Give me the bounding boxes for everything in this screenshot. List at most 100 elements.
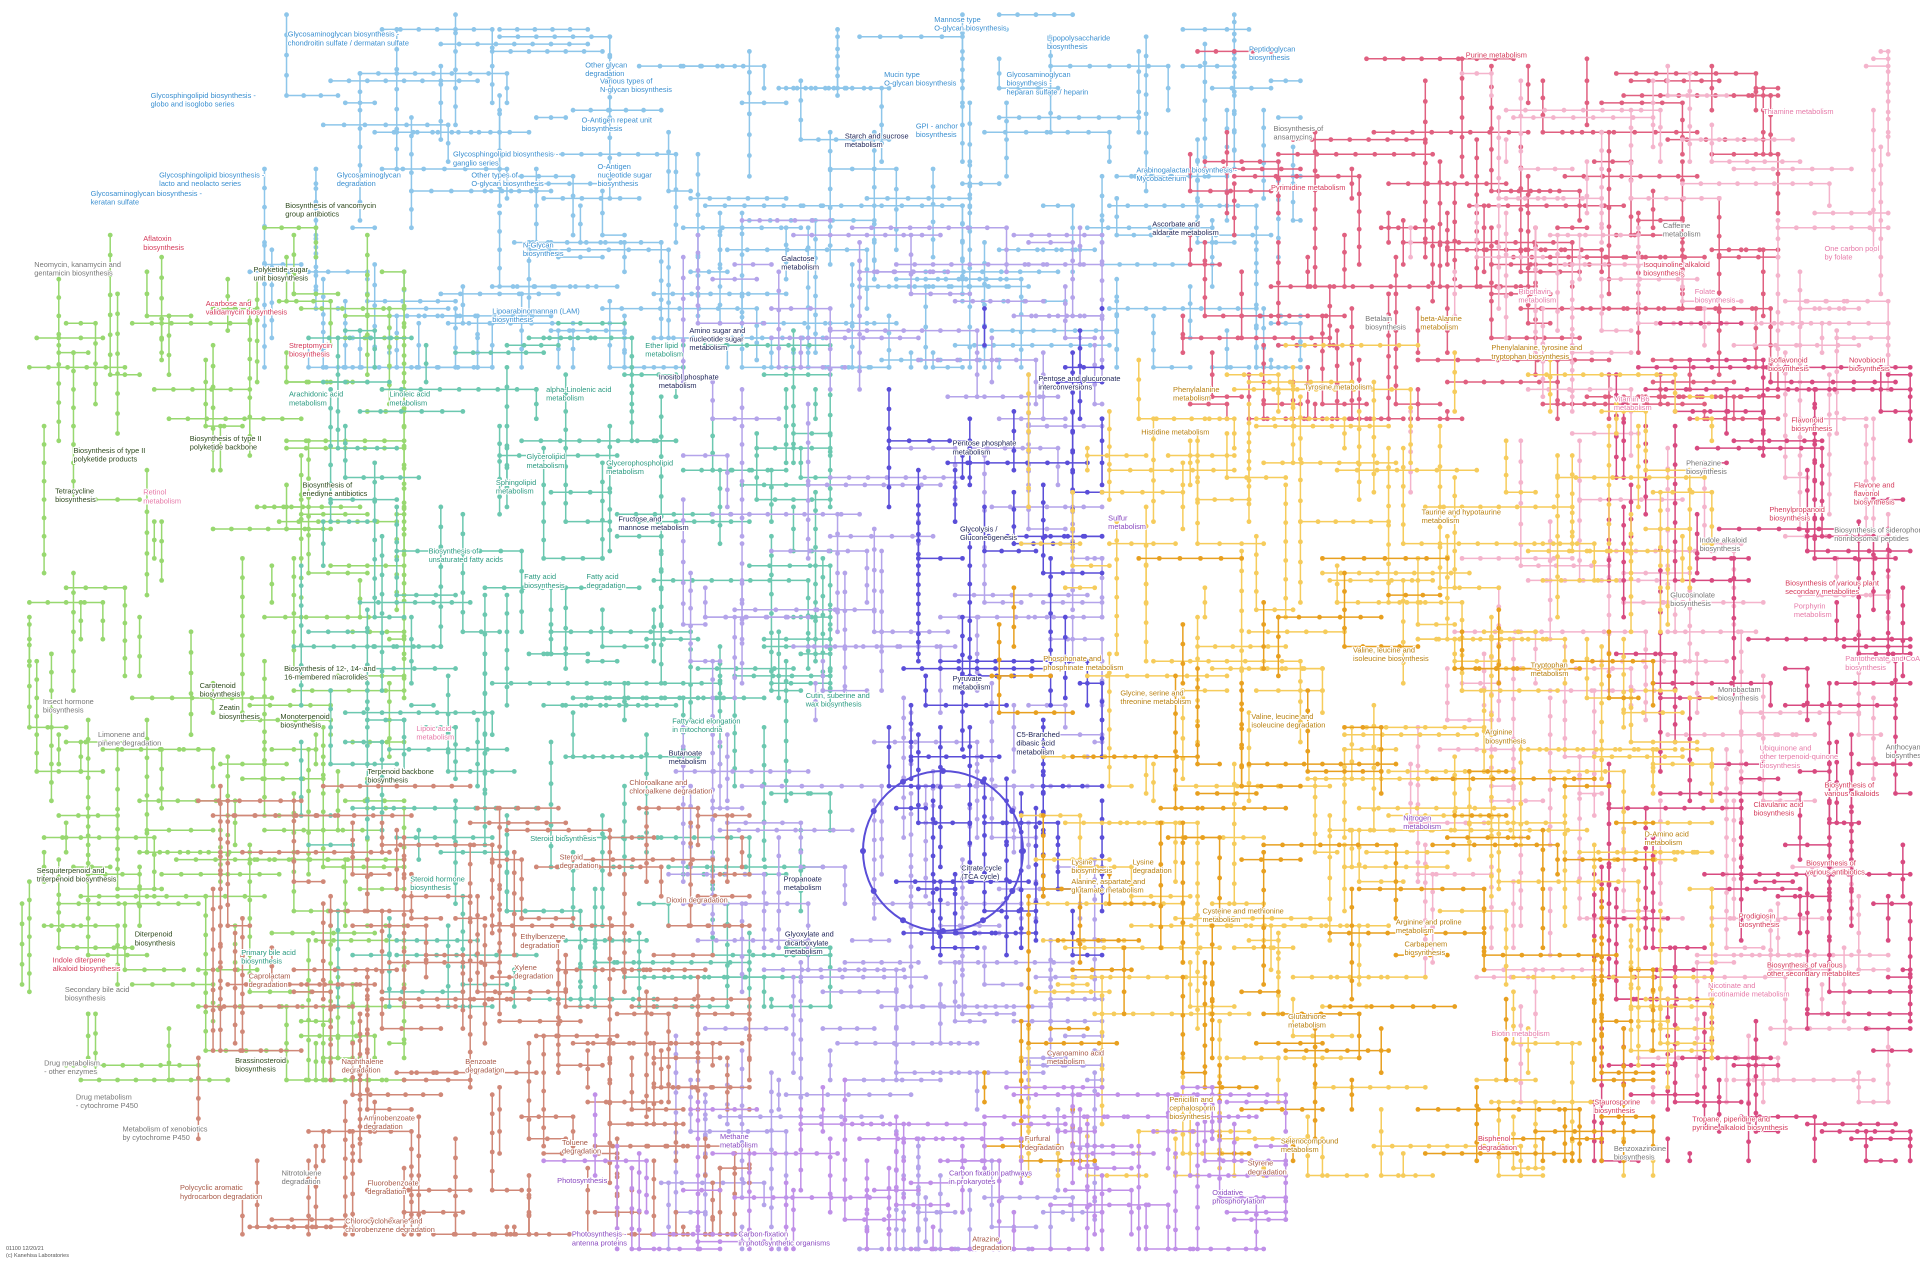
compound-node xyxy=(1856,930,1862,936)
compound-node xyxy=(1408,225,1414,231)
compound-node xyxy=(1729,555,1734,561)
compound-node xyxy=(1224,107,1230,113)
compound-node xyxy=(404,122,409,128)
compound-node xyxy=(1680,234,1685,240)
compound-node xyxy=(453,30,458,36)
compound-node xyxy=(1224,401,1230,407)
compound-node xyxy=(497,291,502,297)
compound-node xyxy=(1524,203,1530,209)
compound-node xyxy=(19,961,25,967)
compound-node xyxy=(1538,269,1543,275)
compound-node xyxy=(1568,688,1574,694)
compound-node xyxy=(967,121,973,127)
compound-node xyxy=(107,312,113,318)
compound-node xyxy=(1253,335,1259,341)
compound-node xyxy=(1514,555,1520,561)
compound-node xyxy=(345,269,351,275)
compound-node xyxy=(1885,630,1891,636)
compound-node xyxy=(1518,923,1524,929)
compound-node xyxy=(1533,308,1538,314)
compound-node xyxy=(833,137,839,142)
compound-node xyxy=(844,247,850,253)
compound-node xyxy=(1731,615,1737,621)
compound-node xyxy=(1738,649,1744,655)
compound-node xyxy=(552,34,558,40)
compound-node xyxy=(1684,945,1690,951)
compound-node xyxy=(338,504,344,510)
compound-node xyxy=(26,658,32,664)
compound-node xyxy=(1760,313,1766,319)
compound-node xyxy=(1871,147,1876,153)
compound-node xyxy=(1562,735,1568,741)
compound-node xyxy=(525,181,531,187)
compound-node xyxy=(1474,254,1480,260)
compound-node xyxy=(1565,232,1571,238)
compound-node xyxy=(434,364,440,370)
compound-node xyxy=(1775,952,1781,958)
compound-node xyxy=(1834,800,1840,806)
compound-node xyxy=(1885,298,1891,304)
compound-node xyxy=(1364,416,1369,422)
compound-node xyxy=(1621,203,1627,209)
compound-node xyxy=(1808,181,1814,187)
compound-node xyxy=(188,320,194,326)
compound-node xyxy=(313,166,319,172)
compound-node xyxy=(1239,291,1245,297)
compound-node xyxy=(1749,438,1754,444)
compound-node xyxy=(1694,1016,1700,1022)
compound-node xyxy=(1718,629,1724,635)
compound-node xyxy=(871,166,877,172)
compound-node xyxy=(1797,453,1803,458)
compound-node xyxy=(1134,262,1140,267)
compound-node xyxy=(1195,137,1200,142)
compound-node xyxy=(1051,328,1057,334)
compound-node xyxy=(1577,796,1582,802)
compound-node xyxy=(1760,247,1766,253)
compound-node xyxy=(1165,107,1171,113)
compound-node xyxy=(1617,578,1623,583)
compound-node xyxy=(511,41,517,47)
compound-node xyxy=(1680,298,1685,304)
compound-node xyxy=(1147,225,1153,231)
compound-node xyxy=(320,276,326,282)
compound-node xyxy=(1356,173,1362,179)
compound-node xyxy=(210,783,216,789)
compound-node xyxy=(1048,110,1054,116)
compound-node xyxy=(1588,563,1594,569)
compound-node xyxy=(1717,791,1723,796)
compound-node xyxy=(1672,539,1678,545)
compound-node xyxy=(1863,423,1869,429)
compound-node xyxy=(1819,915,1825,921)
compound-node xyxy=(1775,732,1781,738)
compound-node xyxy=(1672,1061,1678,1066)
compound-node xyxy=(1731,306,1737,311)
compound-node xyxy=(1867,225,1873,231)
compound-node xyxy=(930,184,936,190)
compound-node xyxy=(1422,199,1428,205)
compound-node xyxy=(1793,1114,1799,1120)
compound-node xyxy=(1826,452,1832,457)
compound-node xyxy=(1713,960,1718,965)
compound-node xyxy=(567,284,573,289)
compound-node xyxy=(34,769,40,774)
compound-node xyxy=(1422,880,1428,886)
compound-node xyxy=(550,284,555,289)
compound-node xyxy=(1342,401,1347,407)
compound-node xyxy=(1382,56,1388,62)
compound-node xyxy=(555,364,561,370)
compound-node xyxy=(1356,191,1362,197)
compound-node xyxy=(923,344,929,350)
compound-node xyxy=(284,1077,289,1083)
compound-node xyxy=(401,656,407,662)
compound-node xyxy=(1589,357,1595,363)
compound-node xyxy=(802,320,807,326)
compound-node xyxy=(1475,357,1481,363)
compound-node xyxy=(1253,323,1259,329)
compound-node xyxy=(1613,923,1619,929)
compound-node xyxy=(635,151,641,157)
compound-node xyxy=(761,63,767,69)
compound-node xyxy=(1893,791,1898,796)
compound-node xyxy=(1606,148,1612,154)
compound-node xyxy=(262,262,267,267)
compound-node xyxy=(1464,181,1470,187)
